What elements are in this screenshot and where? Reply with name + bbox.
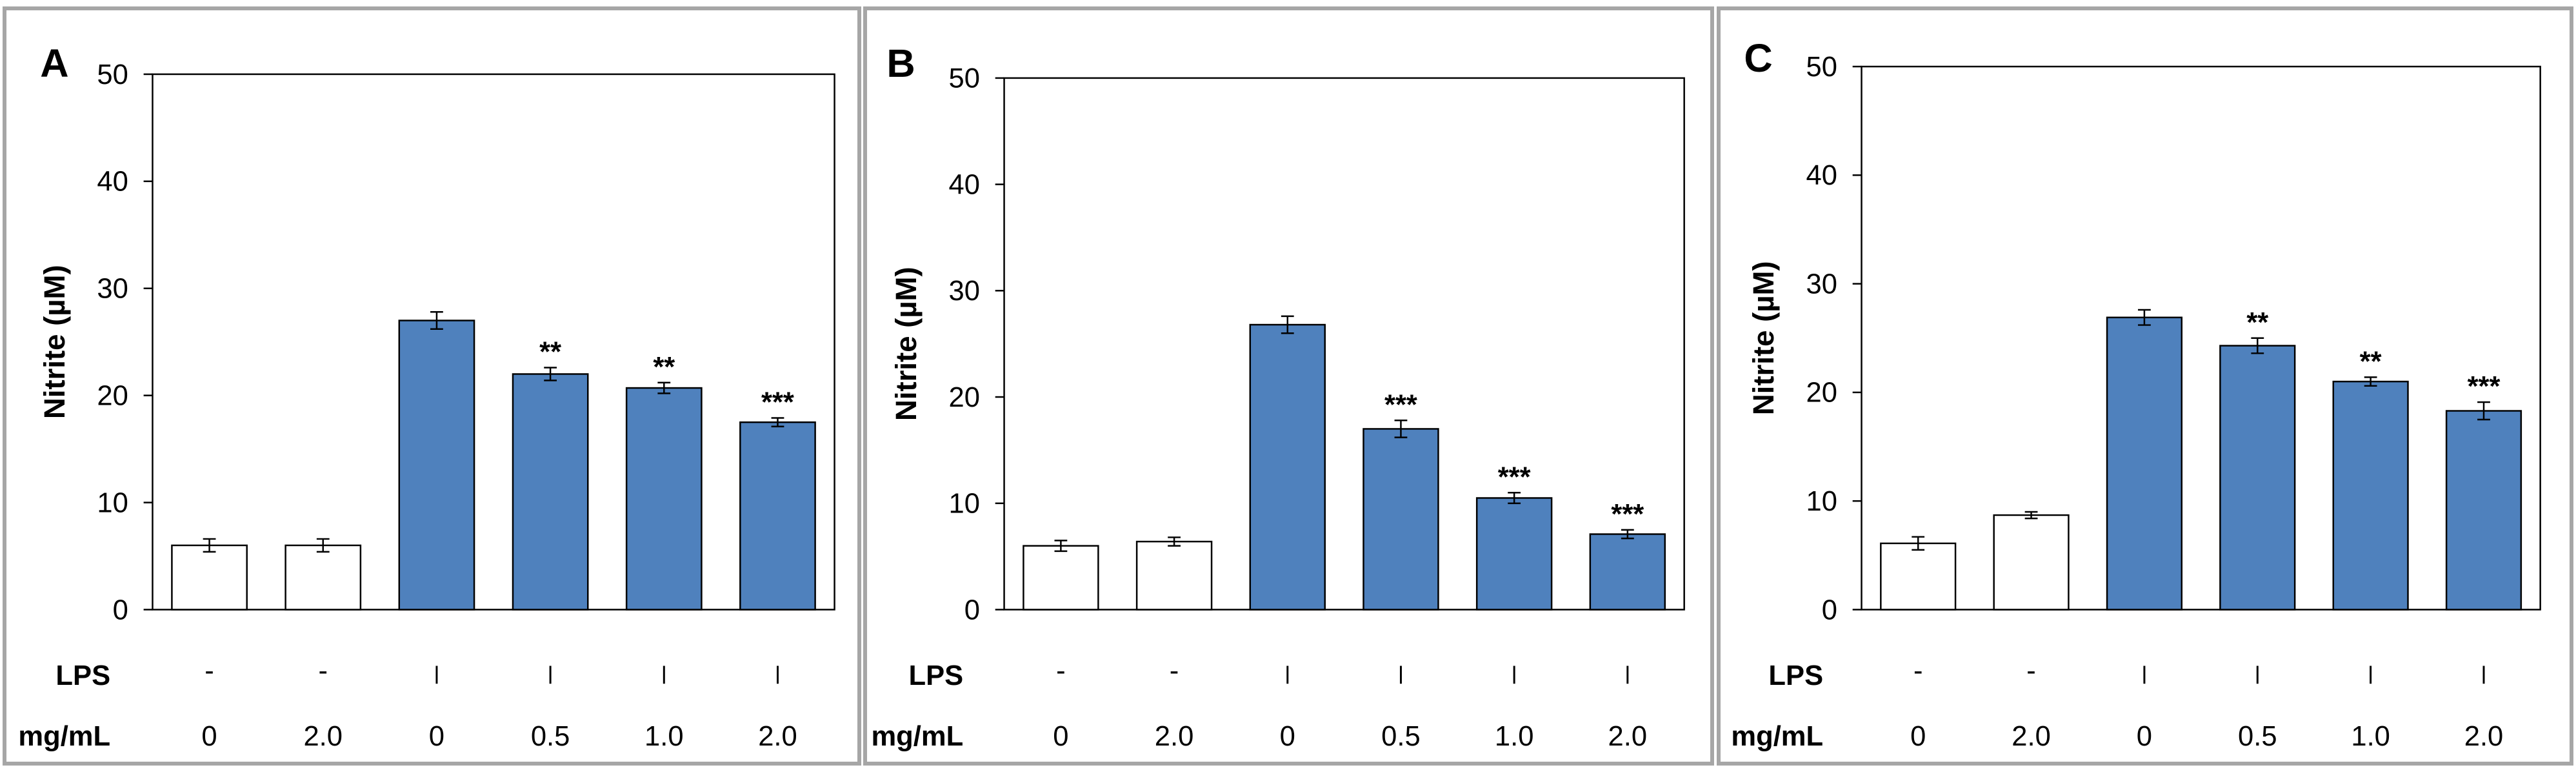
- bar-3: [1249, 323, 1326, 611]
- dose-row-label: mg/mL: [18, 721, 110, 752]
- y-tick-label: 50: [97, 59, 128, 90]
- chart-c-svg: C 0 10 20 30 40 50 Nitrite (µM) LPS mg/mL - 0 - 2.0 0 *…: [1731, 36, 2541, 752]
- lps-minus-mark: -: [205, 655, 214, 686]
- dose-value-label: 2.0: [303, 721, 343, 752]
- dose-value-label: 1.0: [2351, 721, 2390, 752]
- significance-mark: ***: [1498, 462, 1531, 493]
- dose-value-label: 0: [201, 721, 217, 752]
- y-tick-label: 20: [1806, 378, 1837, 409]
- significance-mark: **: [653, 352, 675, 383]
- bar-4: [512, 373, 589, 611]
- y-tick-label: 20: [948, 382, 979, 413]
- y-tick-label: 0: [964, 594, 980, 625]
- bar-1: [1880, 542, 1957, 611]
- bar-5: [2332, 380, 2409, 611]
- significance-mark: **: [539, 337, 561, 368]
- bar-2: [285, 544, 362, 611]
- bar-4: [2219, 345, 2296, 611]
- panel-letter: A: [40, 41, 68, 86]
- dose-value-label: 0: [429, 721, 444, 752]
- dose-value-label: 1.0: [1495, 721, 1534, 752]
- y-axis-title: Nitrite (µM): [890, 267, 923, 421]
- y-tick-label: 30: [97, 274, 128, 305]
- lps-minus-mark: -: [2026, 655, 2036, 686]
- dose-value-label: 2.0: [758, 721, 797, 752]
- plot-area-frame: [1861, 65, 2541, 611]
- significance-mark: ***: [1611, 499, 1644, 530]
- y-tick-label: 40: [948, 169, 979, 200]
- y-tick-label: 30: [948, 276, 979, 307]
- bar-3: [398, 320, 475, 611]
- chart-a-svg: A 0 10 20 30 40 50 Nitrite (µM) LPS mg/mL - 0 - 2.0 0 *…: [18, 41, 835, 752]
- bar-2: [1993, 514, 2070, 611]
- y-tick-label: 30: [1806, 269, 1837, 300]
- y-tick-label: 40: [97, 167, 128, 198]
- significance-mark: ***: [2468, 371, 2501, 402]
- bar-5: [625, 387, 703, 611]
- y-tick-label: 50: [948, 63, 979, 94]
- dose-value-label: 2.0: [1155, 721, 1194, 752]
- bar-6: [739, 421, 816, 611]
- lps-row-label: LPS: [1768, 660, 1823, 691]
- dose-value-label: 0.5: [1381, 721, 1421, 752]
- plot-area-frame: [1003, 77, 1685, 611]
- bar-3: [2106, 316, 2183, 611]
- lps-minus-mark: -: [1056, 655, 1066, 686]
- bar-1: [171, 544, 248, 611]
- lps-minus-mark: -: [1913, 655, 1923, 686]
- dose-value-label: 0.5: [2238, 721, 2277, 752]
- significance-mark: **: [2246, 307, 2268, 338]
- significance-mark: **: [2360, 346, 2382, 377]
- y-tick-label: 10: [1806, 486, 1837, 517]
- panel-letter: C: [1744, 36, 1772, 81]
- panel-letter: B: [886, 41, 915, 86]
- dose-value-label: 2.0: [1608, 721, 1648, 752]
- y-tick-label: 40: [1806, 160, 1837, 191]
- y-tick-label: 10: [948, 489, 979, 520]
- dose-value-label: 0: [1053, 721, 1068, 752]
- dose-value-label: 0.5: [531, 721, 570, 752]
- dose-row-label: mg/mL: [871, 721, 963, 752]
- bar-1: [1023, 545, 1099, 611]
- y-tick-label: 10: [97, 487, 128, 518]
- y-tick-label: 20: [97, 380, 128, 411]
- dose-value-label: 0: [1280, 721, 1295, 752]
- plot-area-frame: [152, 73, 835, 611]
- bar-4: [1363, 428, 1439, 611]
- y-axis-title: Nitrite (µM): [1747, 261, 1780, 415]
- lps-row-label: LPS: [55, 660, 110, 691]
- bar-2: [1135, 540, 1213, 611]
- bar-6: [2445, 410, 2522, 611]
- dose-value-label: 1.0: [644, 721, 684, 752]
- bar-5: [1475, 497, 1553, 611]
- lps-minus-mark: -: [318, 655, 328, 686]
- dose-row-label: mg/mL: [1731, 721, 1823, 752]
- dose-value-label: 2.0: [2012, 721, 2051, 752]
- lps-row-label: LPS: [908, 660, 963, 691]
- lps-minus-mark: -: [1170, 655, 1179, 686]
- y-tick-label: 0: [113, 594, 128, 625]
- y-axis-title: Nitrite (µM): [38, 265, 71, 419]
- dose-value-label: 0: [2137, 721, 2152, 752]
- significance-mark: ***: [1384, 389, 1417, 420]
- significance-mark: ***: [761, 387, 794, 418]
- y-tick-label: 50: [1806, 52, 1837, 83]
- chart-panel-c: C 0 10 20 30 40 50 Nitrite (µM) LPS mg/mL - 0 - 2.0 0 *…: [1717, 6, 2573, 766]
- dose-value-label: 0: [1910, 721, 1926, 752]
- chart-b-svg: B 0 10 20 30 40 50 Nitrite (µM) LPS mg/mL - 0 - 2.0 0 *…: [871, 41, 1685, 752]
- bar-6: [1589, 533, 1666, 611]
- chart-panel-a: A 0 10 20 30 40 50 Nitrite (µM) LPS mg/mL - 0 - 2.0 0 *…: [3, 6, 861, 766]
- dose-value-label: 2.0: [2464, 721, 2504, 752]
- y-tick-label: 0: [1822, 594, 1837, 625]
- chart-panel-b: B 0 10 20 30 40 50 Nitrite (µM) LPS mg/mL - 0 - 2.0 0 *…: [863, 6, 1714, 766]
